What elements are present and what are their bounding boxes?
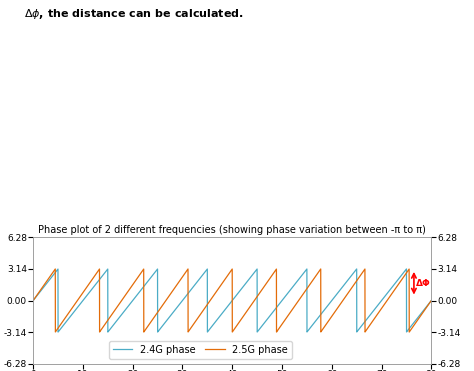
Legend: 2.4G phase, 2.5G phase: 2.4G phase, 2.5G phase	[109, 341, 292, 359]
2.5G phase	[198, 312, 203, 316]
2.4G phase	[417, 313, 422, 318]
Line: 2.4G phase: 2.4G phase	[33, 269, 431, 332]
2.5G phase	[397, 280, 402, 285]
2.5G phase	[201, 308, 207, 312]
2.5G phase	[30, 298, 36, 303]
2.4G phase	[428, 298, 434, 303]
2.4G phase	[403, 267, 409, 271]
2.5G phase	[417, 315, 422, 320]
2.5G phase	[53, 267, 58, 271]
2.4G phase	[201, 271, 207, 276]
2.4G phase	[198, 275, 203, 280]
Title: Phase plot of 2 different frequencies (showing phase variation between -π to π): Phase plot of 2 different frequencies (s…	[38, 225, 426, 235]
2.4G phase	[55, 330, 61, 334]
2.5G phase	[273, 330, 279, 334]
Line: 2.5G phase: 2.5G phase	[33, 269, 431, 332]
2.4G phase	[319, 310, 325, 315]
2.5G phase	[428, 298, 434, 303]
Text: ΔΦ: ΔΦ	[416, 279, 431, 288]
Text: $\Delta\phi$, the distance can be calculated.: $\Delta\phi$, the distance can be calcul…	[24, 7, 244, 22]
2.4G phase	[219, 311, 225, 315]
2.5G phase	[219, 281, 225, 285]
2.5G phase	[320, 327, 326, 332]
2.4G phase	[397, 276, 402, 280]
2.4G phase	[30, 298, 36, 303]
